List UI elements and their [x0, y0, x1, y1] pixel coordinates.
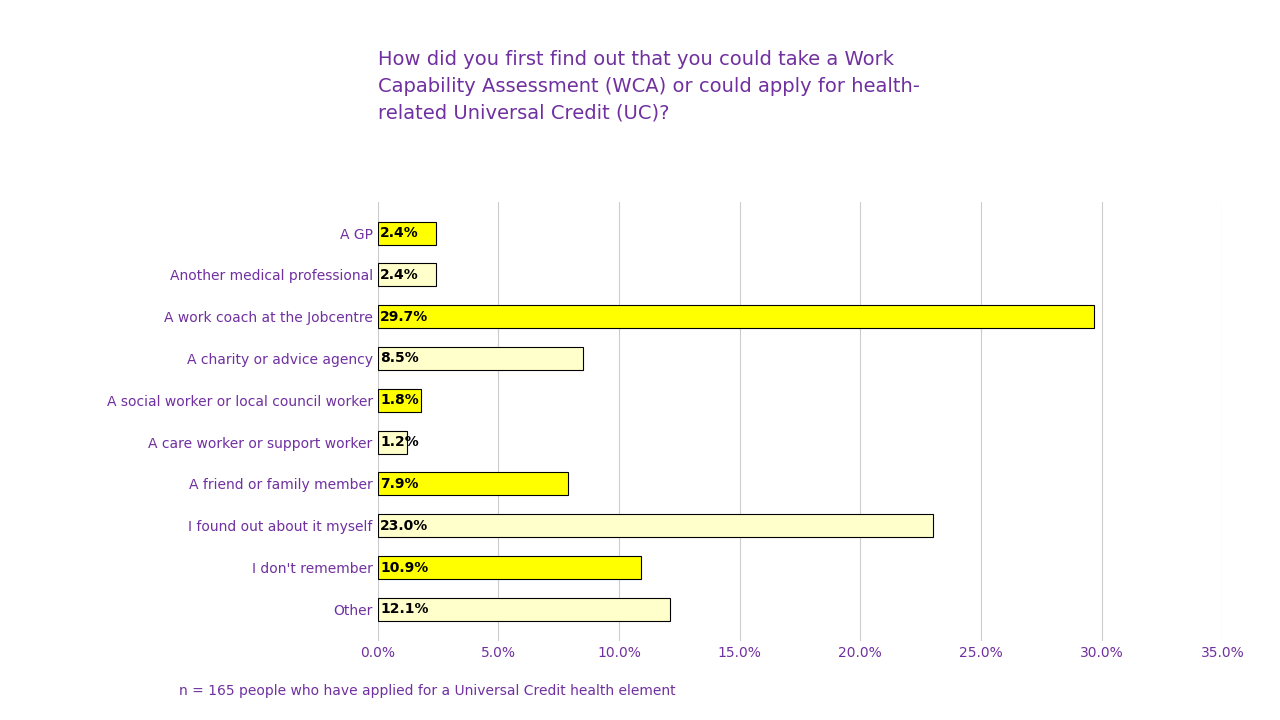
Text: 12.1%: 12.1% — [380, 603, 429, 616]
Text: 10.9%: 10.9% — [380, 561, 429, 575]
Text: 1.8%: 1.8% — [380, 393, 419, 408]
Bar — [378, 222, 435, 245]
Bar — [378, 347, 582, 370]
Bar — [378, 598, 669, 621]
Bar — [378, 472, 568, 495]
Bar — [378, 389, 421, 412]
Text: 29.7%: 29.7% — [380, 310, 429, 324]
Bar — [378, 514, 933, 537]
Bar — [378, 264, 435, 287]
Text: 8.5%: 8.5% — [380, 351, 419, 366]
Text: 2.4%: 2.4% — [380, 226, 419, 240]
Bar — [378, 431, 407, 454]
Text: 1.2%: 1.2% — [380, 435, 419, 449]
Text: 23.0%: 23.0% — [380, 518, 429, 533]
Text: 7.9%: 7.9% — [380, 477, 419, 491]
Bar — [378, 305, 1094, 328]
Text: 2.4%: 2.4% — [380, 268, 419, 282]
Bar — [378, 556, 641, 579]
Text: n = 165 people who have applied for a Universal Credit health element: n = 165 people who have applied for a Un… — [179, 685, 676, 698]
Text: How did you first find out that you could take a Work
Capability Assessment (WCA: How did you first find out that you coul… — [378, 50, 919, 122]
